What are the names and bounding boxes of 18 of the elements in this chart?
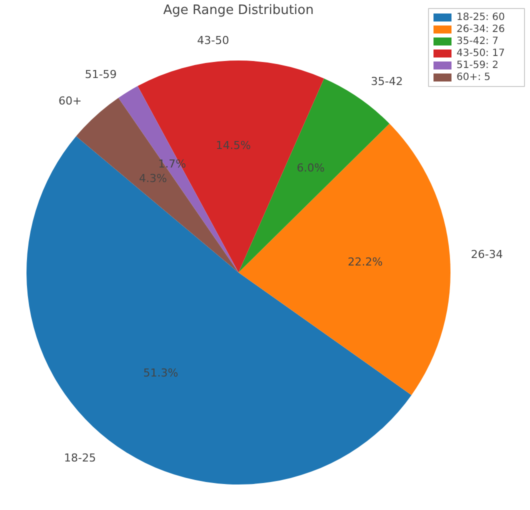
data-label: 14.5% xyxy=(216,138,251,152)
data-label: 22.2% xyxy=(348,256,383,269)
data-label: 4.3% xyxy=(138,172,167,185)
text: 26-34 xyxy=(470,248,503,262)
legend-label: 18-25: 60 xyxy=(456,12,505,23)
data-label: 6.0% xyxy=(296,161,325,174)
text: 43-50 xyxy=(197,34,230,47)
legend-label: 43-50: 17 xyxy=(456,48,505,59)
text: 51-59 xyxy=(84,68,117,82)
legend-label: 26-34: 26 xyxy=(456,24,505,35)
text: 18-25 xyxy=(64,452,96,465)
legend-label: 51-59: 2 xyxy=(456,60,498,71)
text: 60+ xyxy=(58,94,82,108)
chart-title: Age Range Distribution xyxy=(163,3,314,18)
legend-label: 60+: 5 xyxy=(456,72,491,83)
data-label: 51.3% xyxy=(143,366,178,380)
text: 35-42 xyxy=(370,75,403,88)
legend-label: 35-42: 7 xyxy=(456,36,498,47)
